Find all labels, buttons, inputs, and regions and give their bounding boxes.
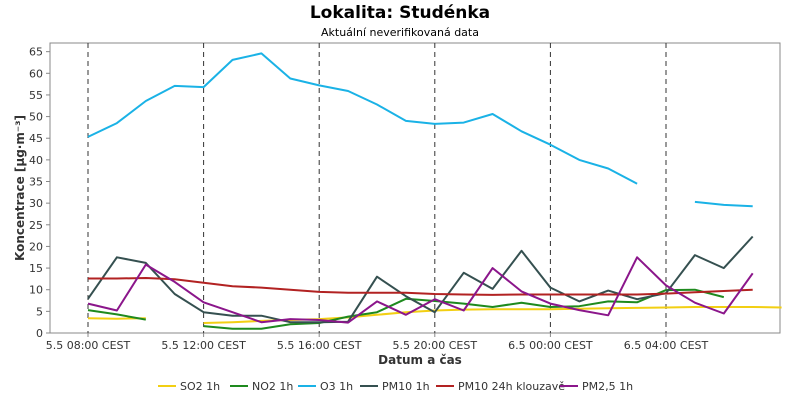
series-line-1 [203,288,725,330]
x-tick-label: 6.5 04:00 CEST [624,339,709,352]
y-tick-label: 5 [36,305,43,318]
x-tick-label: 5.5 08:00 CEST [46,339,131,352]
series-line-3 [87,235,754,324]
legend: SO2 1h NO2 1h O3 1h PM10 1h PM10 24h klouzav… [158,380,633,393]
x-tick-label: 5.5 16:00 CEST [277,339,362,352]
chart-subtitle: Aktuální neverifikovaná data [321,26,479,39]
y-tick-label: 50 [29,111,43,124]
legend-item: NO2 1h [230,380,293,393]
y-tick-label: 40 [29,154,43,167]
legend-item: PM10 24h klouzavě [436,380,565,393]
series-line-2 [694,200,753,208]
y-tick-label: 45 [29,132,43,145]
y-tick-label: 35 [29,176,43,189]
legend-label: NO2 1h [252,380,293,393]
y-tick-label: 65 [29,46,43,59]
y-tick-label: 25 [29,219,43,232]
series-lines [87,52,782,330]
y-tick-label: 30 [29,197,43,210]
x-tick-label: 5.5 12:00 CEST [161,339,246,352]
grid [87,43,667,333]
y-axis-label: Koncentrace [µg·m⁻³] [13,115,27,261]
x-axis-label: Datum a čas [378,353,462,367]
legend-label: PM10 1h [382,380,430,393]
series-line-5 [87,256,754,324]
series-line-1 [87,309,146,321]
series-line-2 [87,52,638,185]
plot-area [49,42,781,334]
y-tick-label: 20 [29,240,43,253]
chart-title: Lokalita: Studénka [310,3,490,23]
legend-item: O3 1h [298,380,353,393]
y-tick-label: 10 [29,284,43,297]
legend-item: SO2 1h [158,380,220,393]
legend-item: PM10 1h [360,380,430,393]
x-tick-label: 6.5 00:00 CEST [508,339,593,352]
legend-label: O3 1h [320,380,353,393]
y-tick-label: 55 [29,89,43,102]
legend-label: PM10 24h klouzavě [458,380,565,393]
legend-label: SO2 1h [180,380,220,393]
y-tick-label: 0 [36,327,43,340]
axes: 0 5 10 15 20 25 30 35 40 45 50 55 60 65 5.5 08:00 CEST… [29,46,709,352]
series-line-4 [88,277,753,296]
y-tick-label: 60 [29,67,43,80]
y-tick-label: 15 [29,262,43,275]
legend-label: PM2,5 1h [582,380,633,393]
legend-item: PM2,5 1h [560,380,633,393]
x-tick-label: 5.5 20:00 CEST [393,339,478,352]
